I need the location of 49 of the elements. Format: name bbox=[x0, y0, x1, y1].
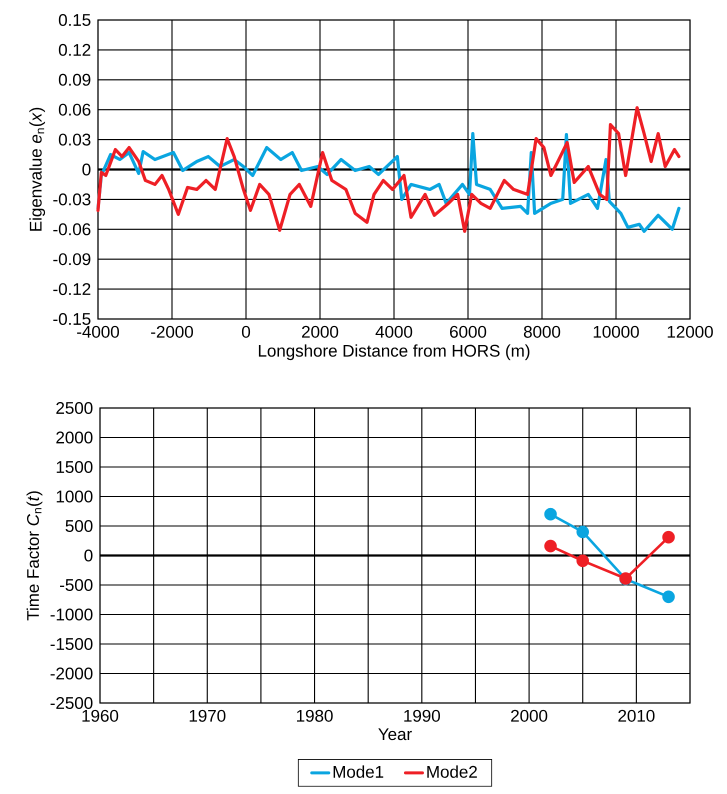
y-tick-label: -0.03 bbox=[53, 193, 90, 206]
y-tick-label: 0 bbox=[82, 163, 91, 176]
y-tick-label: 0.06 bbox=[58, 104, 90, 116]
x-tick-label: 1970 bbox=[190, 710, 226, 722]
x-tick-label: 12000 bbox=[668, 326, 713, 338]
x-tick-label: -2000 bbox=[151, 326, 193, 338]
point bbox=[662, 590, 675, 604]
line-series bbox=[96, 106, 680, 233]
x-tick-label: 8000 bbox=[524, 326, 560, 338]
y-tick-label: 1500 bbox=[56, 461, 92, 473]
y-tick-label: -500 bbox=[60, 579, 92, 591]
x-tick-label: 6000 bbox=[450, 326, 486, 338]
point bbox=[544, 540, 557, 552]
x-tick-label: 1960 bbox=[82, 710, 118, 722]
point bbox=[576, 554, 590, 568]
y-tick-label: 500 bbox=[66, 520, 92, 532]
x-tick-label: 0 bbox=[242, 326, 250, 338]
x-axis-title: Longshore Distance from HORS (m) bbox=[258, 344, 530, 360]
y-tick-label: -2000 bbox=[50, 668, 92, 680]
y-tick-label: 0.12 bbox=[58, 44, 90, 56]
y-tick-label: -0.06 bbox=[53, 223, 90, 236]
point bbox=[544, 508, 557, 520]
y-tick-label: 0 bbox=[84, 550, 93, 562]
y-tick-label: 2000 bbox=[56, 432, 92, 444]
y-tick-label: -0.15 bbox=[53, 312, 90, 325]
point bbox=[662, 530, 675, 544]
y-tick-label: -2500 bbox=[50, 697, 92, 709]
y-tick-label: -0.09 bbox=[53, 253, 90, 266]
y-tick-label: 0.09 bbox=[58, 74, 90, 86]
y-tick-label: -0.12 bbox=[53, 283, 90, 296]
y-tick-label: 0.15 bbox=[58, 14, 90, 26]
point bbox=[576, 526, 590, 538]
x-tick-label: 2000 bbox=[511, 710, 548, 722]
x-tick-label: 1980 bbox=[297, 710, 333, 722]
x-tick-label: 2000 bbox=[302, 326, 338, 338]
y-axis-title: Time Factor C$_{n}$(t) bbox=[26, 491, 42, 620]
y-tick-label: 2500 bbox=[56, 402, 92, 414]
y-tick-label: -1500 bbox=[50, 638, 92, 650]
x-tick-label: 4000 bbox=[376, 326, 412, 338]
y-tick-label: 0.03 bbox=[58, 134, 90, 146]
x-tick-label: 1990 bbox=[404, 710, 440, 722]
legend-label: Mode2 bbox=[427, 765, 477, 778]
x-tick-label: 10000 bbox=[594, 326, 639, 338]
legend-label: Mode1 bbox=[334, 765, 384, 778]
x-tick-label: 2010 bbox=[618, 710, 655, 722]
y-tick-label: 1000 bbox=[56, 490, 92, 502]
x-tick-label: -4000 bbox=[77, 326, 119, 338]
y-tick-label: -1000 bbox=[50, 608, 92, 620]
x-axis-title: Year bbox=[378, 728, 412, 740]
